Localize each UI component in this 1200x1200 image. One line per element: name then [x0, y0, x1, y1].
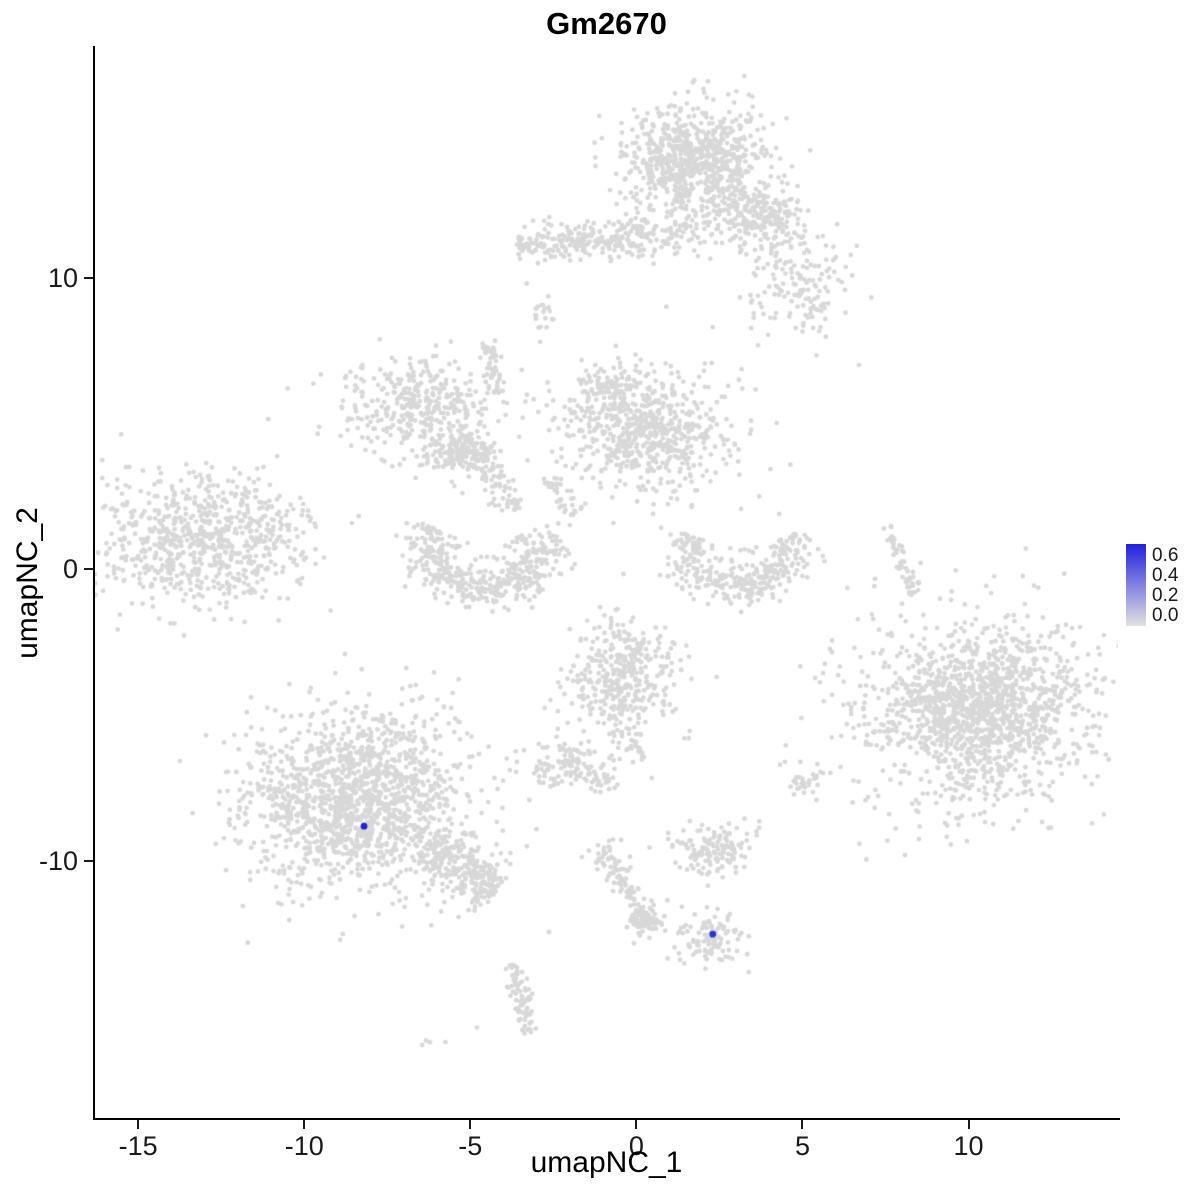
legend-gradient-bar	[1126, 544, 1146, 626]
x-tick-label: -15	[118, 1131, 158, 1161]
y-axis-line	[93, 46, 95, 1120]
x-tick-mark	[469, 1120, 472, 1129]
x-tick-mark	[635, 1120, 638, 1129]
legend-tick-label: 0.2	[1152, 585, 1179, 606]
legend-tick-label: 0.4	[1152, 565, 1179, 586]
y-axis-title: umapNC_2	[11, 507, 44, 659]
x-tick-mark	[303, 1120, 306, 1129]
x-tick-label: 10	[953, 1131, 984, 1161]
x-tick-label: 5	[794, 1131, 810, 1161]
scatter-canvas	[95, 47, 1118, 1118]
legend-tick-label: 0.6	[1152, 545, 1179, 566]
x-tick-mark	[801, 1120, 804, 1129]
y-tick-label: 10	[47, 262, 78, 293]
x-tick-label: 0	[628, 1131, 644, 1161]
x-tick-label: -5	[458, 1131, 483, 1161]
plot-title: Gm2670	[546, 6, 667, 41]
legend-tick-label: 0.0	[1152, 605, 1179, 626]
x-tick-label: -10	[284, 1131, 324, 1161]
x-axis-title: umapNC_1	[530, 1146, 683, 1179]
expression-legend: 0.6 0.4 0.2 0.0	[1126, 544, 1200, 630]
x-tick-mark	[137, 1120, 140, 1129]
y-tick-mark	[84, 276, 93, 279]
y-tick-label: -10	[38, 846, 78, 877]
y-tick-label: 0	[62, 554, 78, 585]
y-tick-mark	[84, 860, 93, 863]
y-tick-mark	[84, 568, 93, 571]
x-axis-line	[93, 1118, 1120, 1120]
x-tick-mark	[967, 1120, 970, 1129]
